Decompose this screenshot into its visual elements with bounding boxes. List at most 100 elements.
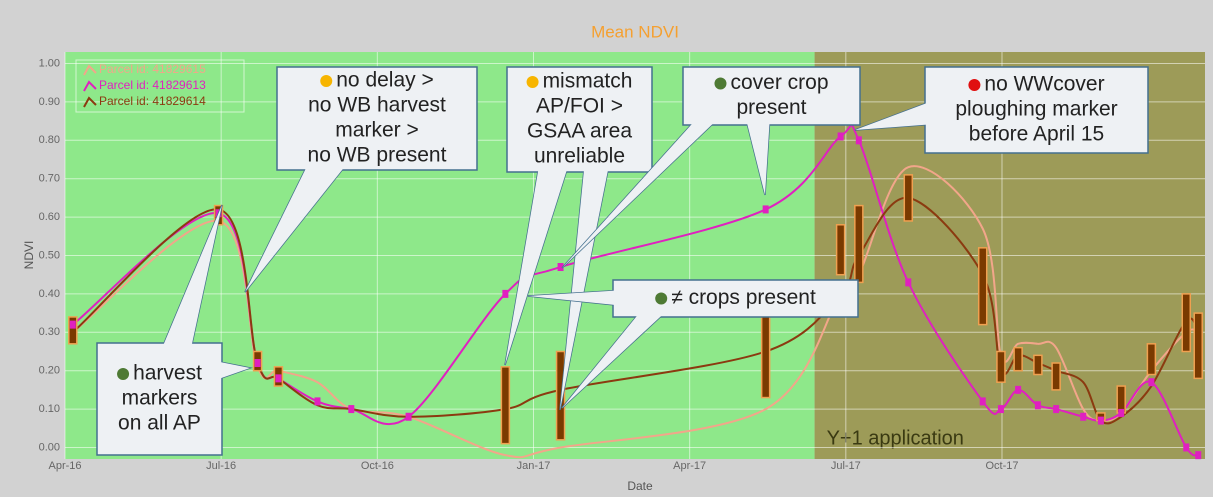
callout-joint bbox=[528, 290, 625, 306]
callout-joint bbox=[210, 360, 250, 382]
range-bar bbox=[1181, 293, 1192, 353]
y-tick-label: 0.90 bbox=[39, 96, 60, 108]
range-bar bbox=[1013, 346, 1023, 372]
callout-text: present bbox=[736, 96, 806, 119]
range-bar bbox=[977, 247, 988, 326]
callout-text: marker > bbox=[335, 119, 418, 142]
callout-joint bbox=[160, 205, 222, 353]
x-tick-label: Jan-17 bbox=[517, 460, 551, 472]
callout-joint bbox=[505, 160, 570, 365]
callout-joint bbox=[245, 160, 350, 292]
point-marker bbox=[557, 263, 564, 272]
callout-text: cover crop bbox=[730, 71, 828, 94]
point-marker bbox=[348, 405, 355, 414]
callout-bullet bbox=[526, 76, 539, 88]
region-label: Y+1 application bbox=[827, 427, 964, 449]
point-marker bbox=[1015, 385, 1022, 394]
callout-text: ≠ crops present bbox=[671, 286, 816, 309]
range-bar bbox=[68, 316, 78, 345]
legend-icon bbox=[83, 96, 97, 108]
callout-text: markers bbox=[122, 387, 198, 410]
legend-label: Parcel id: 41829614 bbox=[99, 94, 206, 108]
callout-joint bbox=[562, 115, 722, 268]
y-tick-label: 0.20 bbox=[39, 365, 60, 377]
point-marker bbox=[1053, 405, 1060, 414]
y-axis-label: NDVI bbox=[22, 241, 36, 270]
point-marker bbox=[69, 320, 76, 329]
legend-label: Parcel id: 41829613 bbox=[99, 78, 206, 92]
callout-bullet bbox=[320, 75, 333, 87]
point-marker bbox=[405, 412, 412, 421]
callout-text: no delay > bbox=[336, 69, 434, 92]
x-tick-label: Jul-16 bbox=[206, 460, 236, 472]
point-marker bbox=[855, 136, 862, 145]
legend-box bbox=[75, 59, 245, 113]
range-bar bbox=[996, 350, 1006, 383]
y-tick-label: 0.40 bbox=[39, 288, 60, 300]
range-bar bbox=[500, 366, 511, 445]
callout-text: no WB present bbox=[308, 144, 447, 167]
callout-bullet bbox=[968, 79, 981, 91]
y-tick-label: 0.30 bbox=[39, 326, 60, 338]
y-tick-label: 0.80 bbox=[39, 134, 60, 146]
callout-text: no WB harvest bbox=[308, 94, 446, 117]
range-bar bbox=[1193, 312, 1203, 380]
callout-bullet bbox=[655, 292, 668, 305]
point-marker bbox=[1148, 378, 1155, 387]
point-marker bbox=[1080, 412, 1087, 421]
callout-text: no WWcover bbox=[984, 73, 1104, 96]
point-marker bbox=[314, 397, 321, 406]
range-bar bbox=[1033, 354, 1043, 376]
point-marker bbox=[1195, 451, 1202, 460]
legend-icon bbox=[83, 64, 97, 76]
range-bar bbox=[555, 350, 566, 441]
legend-label: Parcel id: 41829615 bbox=[99, 62, 206, 76]
point-marker bbox=[1034, 401, 1041, 410]
x-tick-label: Jul-17 bbox=[831, 460, 861, 472]
point-marker bbox=[1097, 416, 1104, 425]
point-marker bbox=[997, 405, 1004, 414]
callout-box bbox=[924, 66, 1149, 154]
point-marker bbox=[275, 374, 282, 383]
callout-box bbox=[96, 342, 223, 456]
chart-title: Mean NDVI bbox=[591, 22, 679, 41]
callout-joint bbox=[560, 160, 610, 410]
y-tick-label: 0.50 bbox=[39, 249, 60, 261]
callout-joint bbox=[562, 306, 672, 408]
callout-bullet bbox=[117, 368, 130, 380]
range-bar bbox=[760, 312, 771, 399]
y-tick-label: 1.00 bbox=[39, 57, 60, 69]
x-tick-label: Apr-17 bbox=[673, 460, 706, 472]
x-tick-label: Oct-16 bbox=[361, 460, 394, 472]
point-marker bbox=[1118, 408, 1125, 417]
range-bar bbox=[835, 224, 846, 276]
callout-text: ploughing marker bbox=[955, 98, 1117, 121]
callout-text: GSAA area bbox=[527, 120, 632, 143]
callout-text: AP/FOI > bbox=[536, 95, 623, 118]
point-marker bbox=[905, 278, 912, 287]
callout-text: harvest bbox=[133, 362, 202, 385]
x-tick-label: Oct-17 bbox=[985, 460, 1018, 472]
point-marker bbox=[1183, 443, 1190, 452]
range-bar bbox=[854, 204, 864, 284]
x-axis-label: Date bbox=[627, 479, 653, 493]
x-tick-label: Apr-16 bbox=[48, 460, 81, 472]
callout-text: before April 15 bbox=[969, 123, 1104, 146]
range-bar bbox=[1146, 343, 1157, 376]
point-marker bbox=[762, 205, 769, 214]
point-marker bbox=[254, 359, 261, 368]
callout-text: mismatch bbox=[543, 70, 633, 93]
legend-icon bbox=[83, 80, 97, 92]
y-tick-label: 0.00 bbox=[39, 441, 60, 453]
point-marker bbox=[837, 132, 844, 141]
point-marker bbox=[979, 397, 986, 406]
range-bar bbox=[1051, 362, 1061, 391]
y-tick-label: 0.10 bbox=[39, 403, 60, 415]
callout-bullet bbox=[714, 77, 727, 90]
callout-joint bbox=[745, 115, 770, 195]
callout-text: on all AP bbox=[118, 412, 201, 435]
y-tick-label: 0.70 bbox=[39, 173, 60, 185]
range-bar bbox=[1116, 385, 1126, 414]
callout-box bbox=[276, 66, 478, 171]
